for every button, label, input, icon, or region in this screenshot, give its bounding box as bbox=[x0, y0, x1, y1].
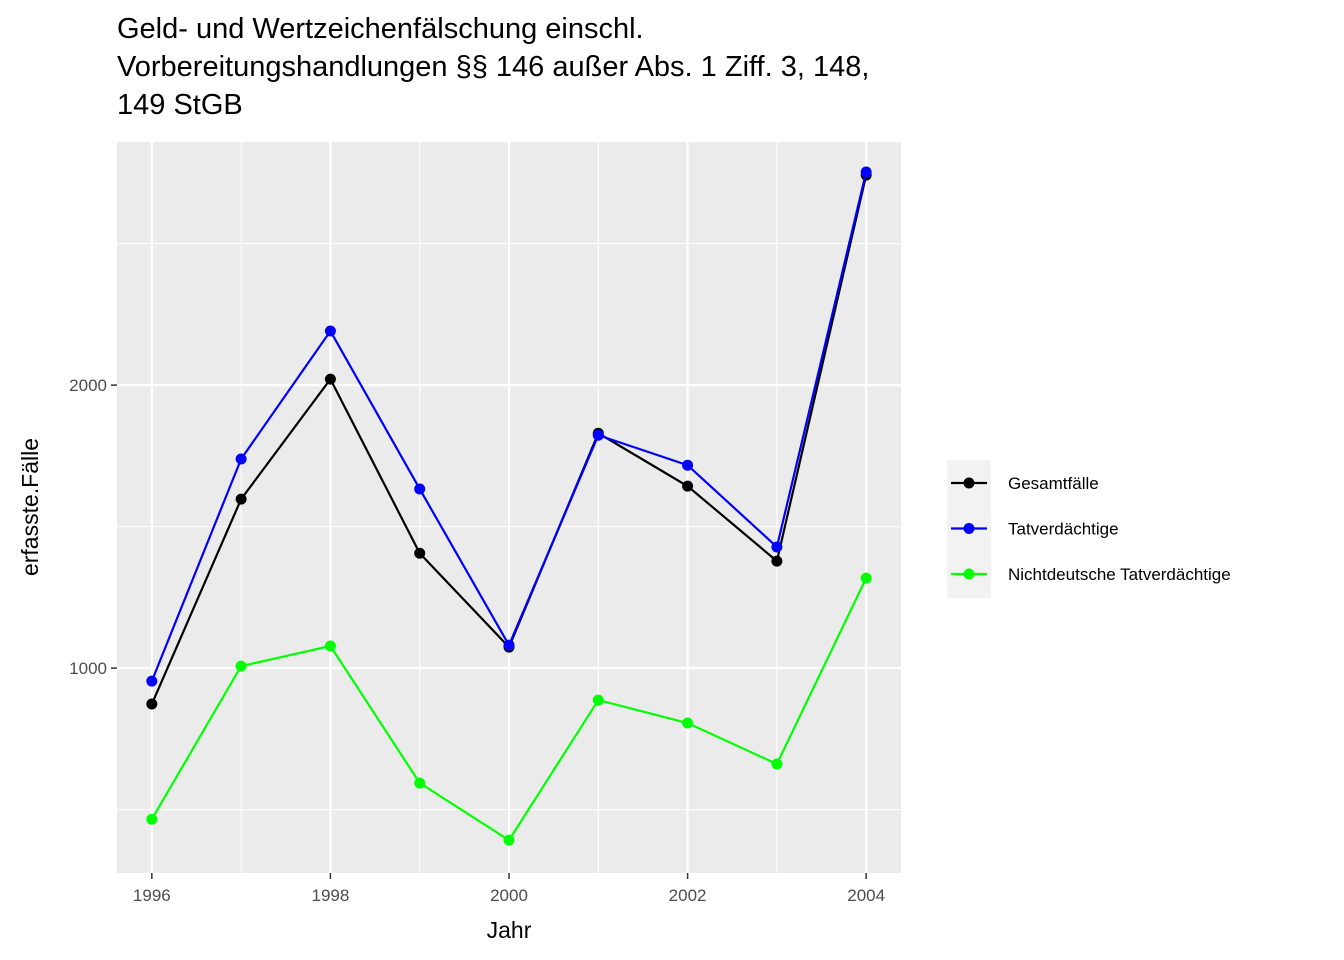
point bbox=[146, 675, 158, 687]
point bbox=[682, 717, 694, 729]
point bbox=[235, 453, 247, 465]
point bbox=[414, 483, 426, 495]
x-tick-label: 2002 bbox=[669, 886, 707, 905]
legend-point bbox=[963, 477, 975, 489]
x-tick-label: 2004 bbox=[847, 886, 885, 905]
y-tick-label: 2000 bbox=[69, 376, 107, 395]
y-axis-title: erfasste.Fälle bbox=[17, 438, 43, 576]
legend-point bbox=[963, 523, 975, 534]
legend-label: Tatverdächtige bbox=[1008, 520, 1119, 539]
x-tick-label: 1996 bbox=[133, 886, 171, 905]
point bbox=[771, 541, 783, 553]
chart-title: Geld- und Wertzeichenfälschung einschl. bbox=[117, 13, 644, 45]
point bbox=[414, 777, 426, 789]
point bbox=[146, 813, 158, 825]
legend-point bbox=[963, 568, 975, 580]
point bbox=[324, 373, 336, 385]
chart-title: 149 StGB bbox=[117, 89, 243, 121]
x-tick-label: 2000 bbox=[490, 886, 528, 905]
point bbox=[860, 572, 872, 584]
x-tick-label: 1998 bbox=[311, 886, 349, 905]
point bbox=[414, 547, 426, 559]
point bbox=[682, 459, 694, 471]
point bbox=[682, 480, 694, 492]
point bbox=[592, 694, 604, 706]
chart-title: Vorbereitungshandlungen §§ 146 außer Abs… bbox=[117, 51, 869, 83]
point bbox=[324, 325, 336, 337]
y-tick-label: 1000 bbox=[69, 659, 107, 678]
point bbox=[592, 429, 604, 441]
point bbox=[146, 698, 158, 710]
point bbox=[235, 660, 247, 672]
point bbox=[771, 555, 783, 567]
point bbox=[860, 166, 872, 178]
point bbox=[503, 639, 515, 651]
x-axis-title: Jahr bbox=[487, 917, 532, 943]
legend-label: Nichtdeutsche Tatverdächtige bbox=[1008, 565, 1231, 584]
point bbox=[324, 640, 336, 652]
legend-label: Gesamtfälle bbox=[1008, 474, 1099, 493]
point bbox=[771, 758, 783, 770]
point bbox=[503, 834, 515, 846]
point bbox=[235, 493, 247, 505]
